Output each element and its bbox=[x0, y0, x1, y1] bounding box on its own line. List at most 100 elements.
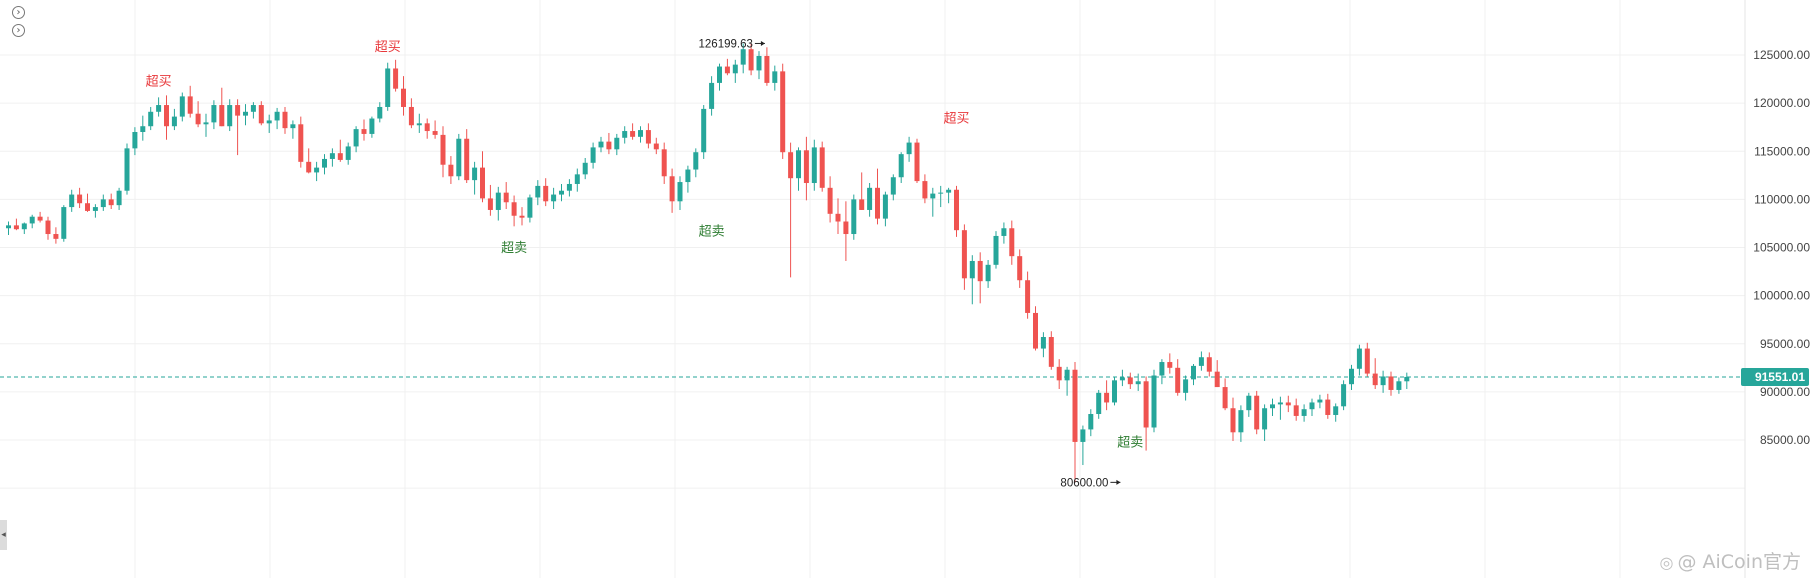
candle[interactable] bbox=[977, 252, 983, 304]
candle[interactable] bbox=[1317, 394, 1323, 409]
candle[interactable] bbox=[756, 51, 762, 80]
candle[interactable] bbox=[487, 184, 493, 216]
candle[interactable] bbox=[1254, 390, 1260, 435]
candle[interactable] bbox=[748, 43, 754, 76]
candle[interactable] bbox=[835, 198, 841, 235]
candle[interactable] bbox=[1301, 404, 1307, 422]
candle[interactable] bbox=[464, 129, 470, 184]
candle[interactable] bbox=[898, 152, 904, 184]
candle[interactable] bbox=[1159, 359, 1165, 385]
candle[interactable] bbox=[401, 76, 406, 116]
candle[interactable] bbox=[827, 176, 833, 223]
candle[interactable] bbox=[393, 59, 399, 92]
candle[interactable] bbox=[29, 214, 35, 229]
candle[interactable] bbox=[108, 193, 114, 209]
candle[interactable] bbox=[1096, 389, 1102, 419]
candle[interactable] bbox=[724, 58, 730, 76]
candle[interactable] bbox=[13, 218, 19, 231]
candle[interactable] bbox=[922, 174, 928, 204]
candle[interactable] bbox=[377, 102, 383, 123]
candle[interactable] bbox=[416, 113, 422, 133]
candle[interactable] bbox=[361, 119, 367, 141]
candle[interactable] bbox=[329, 148, 335, 167]
candle[interactable] bbox=[677, 176, 683, 210]
candle[interactable] bbox=[124, 143, 130, 195]
candle[interactable] bbox=[685, 165, 691, 193]
candle[interactable] bbox=[606, 132, 612, 155]
candle[interactable] bbox=[875, 168, 880, 225]
candle[interactable] bbox=[203, 113, 209, 137]
candle[interactable] bbox=[353, 126, 359, 153]
candle[interactable] bbox=[408, 98, 414, 129]
candle[interactable] bbox=[811, 139, 817, 191]
candle[interactable] bbox=[164, 95, 169, 140]
candle[interactable] bbox=[1309, 398, 1315, 416]
candle[interactable] bbox=[701, 105, 707, 159]
candle[interactable] bbox=[1191, 363, 1196, 386]
candle[interactable] bbox=[250, 102, 256, 119]
candle[interactable] bbox=[448, 156, 454, 184]
candle[interactable] bbox=[337, 139, 343, 162]
candle[interactable] bbox=[495, 186, 501, 221]
candle[interactable] bbox=[77, 187, 83, 209]
candle[interactable] bbox=[669, 168, 675, 213]
candle[interactable] bbox=[1088, 409, 1094, 437]
candle[interactable] bbox=[322, 154, 327, 175]
candle[interactable] bbox=[1112, 376, 1117, 406]
candle[interactable] bbox=[1033, 306, 1038, 351]
candle[interactable] bbox=[614, 133, 620, 156]
candle[interactable] bbox=[53, 227, 59, 244]
candle[interactable] bbox=[1135, 373, 1141, 391]
candle[interactable] bbox=[1025, 271, 1031, 319]
candle[interactable] bbox=[69, 189, 75, 212]
candle[interactable] bbox=[985, 260, 991, 288]
candle[interactable] bbox=[780, 63, 786, 159]
candle[interactable] bbox=[1277, 396, 1283, 420]
candle[interactable] bbox=[906, 136, 912, 162]
candle[interactable] bbox=[472, 161, 478, 195]
candle[interactable] bbox=[961, 224, 967, 290]
candle[interactable] bbox=[882, 191, 888, 227]
candle[interactable] bbox=[590, 142, 596, 169]
candle[interactable] bbox=[930, 187, 936, 217]
candle[interactable] bbox=[1206, 352, 1212, 377]
candle[interactable] bbox=[732, 59, 738, 83]
candle[interactable] bbox=[1364, 342, 1370, 377]
candle[interactable] bbox=[519, 207, 525, 226]
candle[interactable] bbox=[171, 108, 177, 131]
candle[interactable] bbox=[1356, 344, 1362, 376]
candle[interactable] bbox=[219, 87, 225, 127]
candle[interactable] bbox=[1017, 249, 1023, 288]
candle[interactable] bbox=[92, 204, 98, 218]
collapse-indicator-1-icon[interactable]: › bbox=[12, 6, 25, 19]
candle[interactable] bbox=[1009, 220, 1015, 265]
candle[interactable] bbox=[661, 142, 667, 184]
candle[interactable] bbox=[843, 201, 849, 261]
candle[interactable] bbox=[796, 147, 801, 191]
candle[interactable] bbox=[645, 123, 651, 149]
candle[interactable] bbox=[1372, 358, 1378, 389]
candle[interactable] bbox=[819, 141, 825, 192]
candle[interactable] bbox=[511, 195, 517, 227]
candle[interactable] bbox=[456, 133, 462, 181]
candle[interactable] bbox=[1246, 392, 1252, 417]
candle[interactable] bbox=[187, 85, 193, 118]
candle[interactable] bbox=[1072, 362, 1078, 483]
candle[interactable] bbox=[717, 63, 722, 91]
candle[interactable] bbox=[946, 187, 952, 204]
candle[interactable] bbox=[890, 174, 896, 201]
candle[interactable] bbox=[764, 47, 770, 86]
candle[interactable] bbox=[527, 194, 533, 223]
candle[interactable] bbox=[543, 178, 549, 207]
candle[interactable] bbox=[480, 151, 485, 203]
candle[interactable] bbox=[1230, 397, 1236, 441]
candle[interactable] bbox=[1001, 222, 1007, 244]
candle[interactable] bbox=[148, 106, 154, 131]
candle[interactable] bbox=[1222, 378, 1228, 411]
candle[interactable] bbox=[772, 65, 778, 91]
candle[interactable] bbox=[788, 142, 794, 278]
candle[interactable] bbox=[227, 99, 233, 132]
candle[interactable] bbox=[424, 118, 430, 139]
candle[interactable] bbox=[1325, 393, 1331, 419]
